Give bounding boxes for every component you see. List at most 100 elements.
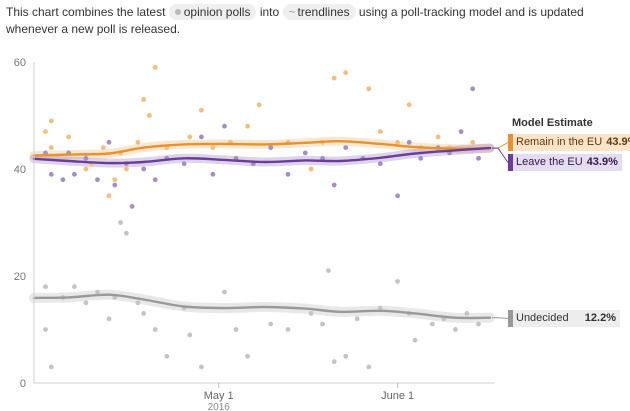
- leave-trendline: [32, 146, 492, 165]
- remain-poll-point: [245, 123, 251, 129]
- remain-poll-point: [83, 166, 89, 172]
- remain-poll-point: [100, 145, 106, 151]
- trendlines-label: trendlines: [297, 5, 350, 19]
- remain-poll-point: [66, 134, 71, 140]
- x-tick-sublabel: 2016: [208, 402, 231, 411]
- undecided-poll-point: [152, 327, 158, 332]
- remain-poll-point: [395, 139, 400, 145]
- trendline-icon: ~: [288, 5, 296, 19]
- remain-poll-point: [377, 129, 383, 135]
- undecided-poll-point: [354, 316, 360, 322]
- opinion-polls-chip: opinion polls: [168, 4, 257, 20]
- remain-poll-point: [470, 139, 476, 145]
- undecided-poll-point: [412, 337, 418, 343]
- model-estimate-title: Model Estimate: [512, 117, 593, 129]
- undecided-trendline: [32, 293, 492, 320]
- leave-poll-point: [395, 193, 400, 199]
- y-tick-label: 40: [14, 164, 26, 176]
- undecided-poll-point: [222, 289, 227, 295]
- leave-poll-point: [181, 161, 187, 167]
- trendlines-chip: ~ trendlines: [282, 4, 356, 20]
- undecided-poll-point: [83, 300, 89, 306]
- leave-poll-point: [141, 166, 147, 172]
- undecided-leader-line: [492, 317, 509, 319]
- remain-poll-point: [48, 118, 54, 124]
- y-tick-label: 60: [14, 57, 26, 69]
- undecided-poll-point: [95, 289, 100, 295]
- leave-poll-point: [302, 150, 308, 156]
- undecided-poll-point: [326, 268, 331, 273]
- y-tick-label: 0: [20, 378, 26, 390]
- undecided-poll-point: [377, 305, 383, 311]
- undecided-poll-point: [72, 284, 77, 290]
- leave-poll-point: [106, 139, 112, 145]
- leave-color-swatch: [508, 154, 513, 171]
- undecided-poll-point: [268, 321, 274, 327]
- leave-estimate-tag: Leave the EU 43.9%: [508, 154, 622, 171]
- undecided-value: 12.2%: [584, 312, 616, 324]
- undecided-poll-point: [118, 220, 123, 225]
- leave-poll-point: [95, 177, 100, 183]
- undecided-poll-point: [43, 284, 48, 290]
- x-tick-label: June 1: [381, 390, 414, 402]
- undecided-poll-point: [320, 321, 325, 327]
- undecided-poll-point: [124, 230, 129, 236]
- remain-poll-point: [48, 145, 54, 151]
- undecided-poll-point: [187, 332, 193, 338]
- remain-poll-point: [343, 70, 349, 76]
- undecided-color-swatch: [508, 310, 513, 327]
- leave-poll-point: [406, 139, 412, 145]
- undecided-poll-point: [164, 353, 170, 359]
- undecided-poll-point: [429, 321, 435, 327]
- undecided-poll-point: [331, 359, 337, 364]
- remain-poll-point: [106, 193, 112, 199]
- undecided-label: Undecided: [516, 312, 569, 324]
- undecided-poll-point: [343, 353, 349, 359]
- remain-poll-point: [366, 86, 372, 92]
- undecided-poll-point: [233, 327, 239, 332]
- leave-poll-point: [210, 171, 216, 177]
- leave-poll-point: [377, 161, 383, 167]
- undecided-poll-point: [135, 300, 141, 306]
- undecided-poll-point: [395, 279, 400, 284]
- remain-trendline: [32, 139, 492, 157]
- undecided-poll-point: [464, 311, 470, 316]
- remain-poll-point: [147, 113, 152, 118]
- leave-poll-point: [152, 177, 158, 183]
- undecided-estimate-tag: Undecided 12.2%: [508, 310, 620, 327]
- leave-poll-point: [331, 182, 337, 188]
- remain-poll-point: [435, 134, 441, 140]
- remain-poll-point: [256, 102, 262, 108]
- undecided-poll-point: [43, 327, 48, 332]
- leave-poll-point: [60, 177, 66, 183]
- x-tick-label: May 1: [204, 390, 234, 402]
- remain-color-swatch: [508, 134, 513, 151]
- intro-text: This chart combines the latest opinion p…: [6, 4, 616, 38]
- undecided-poll-point: [199, 364, 204, 370]
- remain-poll-point: [112, 177, 118, 183]
- undecided-poll-point: [106, 316, 112, 322]
- leave-poll-point: [112, 182, 118, 188]
- leave-value: 43.9%: [586, 156, 618, 168]
- remain-poll-point: [199, 107, 204, 113]
- undecided-poll-point: [366, 364, 372, 370]
- remain-poll-point: [152, 65, 158, 70]
- intro-middle: into: [259, 5, 280, 19]
- leave-poll-point: [458, 129, 464, 135]
- intro-after: using a poll-tracking model and is updat…: [6, 5, 584, 36]
- leave-poll-point: [268, 145, 274, 151]
- undecided-poll-point: [285, 327, 291, 332]
- undecided-poll-point: [476, 321, 481, 327]
- undecided-poll-point: [245, 353, 251, 359]
- leave-poll-point: [320, 155, 325, 161]
- undecided-poll-point: [453, 327, 458, 332]
- leave-poll-point: [470, 86, 476, 92]
- leave-poll-point: [48, 171, 54, 177]
- remain-poll-point: [187, 134, 193, 140]
- remain-poll-point: [124, 166, 129, 172]
- leave-poll-point: [222, 123, 227, 129]
- remain-poll-point: [135, 139, 141, 145]
- remain-poll-point: [331, 75, 337, 81]
- leave-poll-point: [418, 155, 424, 161]
